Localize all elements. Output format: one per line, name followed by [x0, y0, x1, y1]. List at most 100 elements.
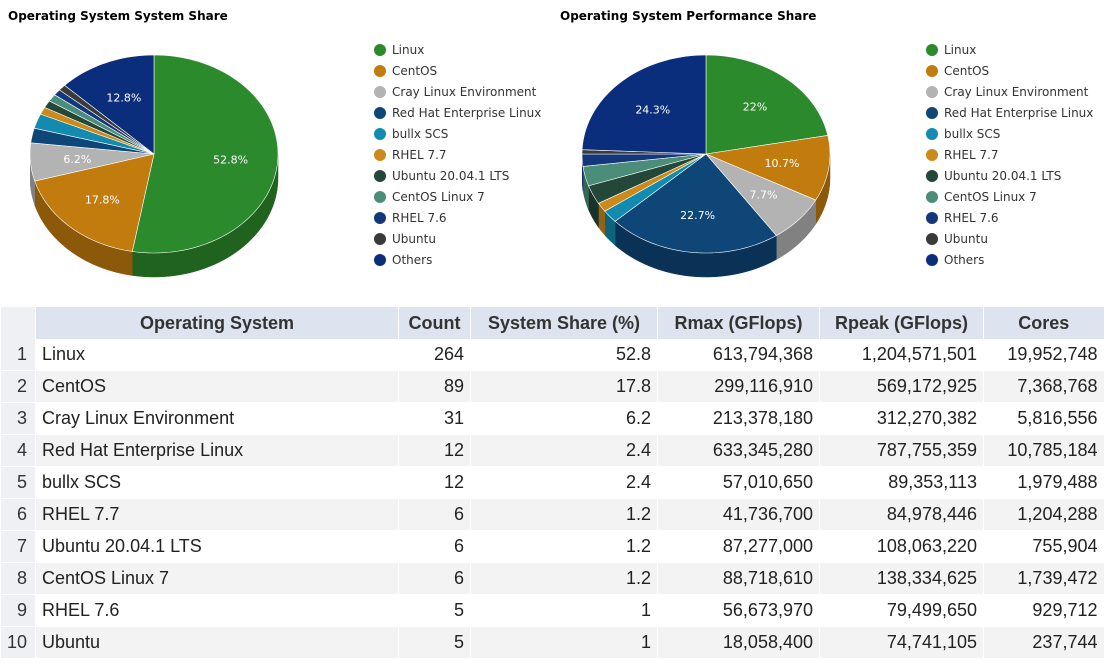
cell-rmax: 613,794,368 [657, 339, 820, 371]
header-operating-system[interactable]: Operating System [35, 307, 399, 339]
pie-slice-bullx-scs[interactable] [33, 113, 155, 155]
legend-label: Cray Linux Environment [944, 85, 1089, 99]
pie-slice-centos[interactable] [34, 153, 155, 252]
legend-dot-icon [374, 191, 386, 203]
legend-item[interactable]: CentOS Linux 7 [374, 187, 541, 208]
cell-os-name[interactable]: Ubuntu [35, 626, 399, 659]
header-rmax[interactable]: Rmax (GFlops) [657, 307, 820, 339]
cell-os-name[interactable]: CentOS Linux 7 [35, 562, 399, 595]
pie-slice-ubuntu-20-04-1-lts[interactable] [588, 153, 707, 204]
legend-item[interactable]: Ubuntu [926, 229, 1093, 250]
pie-slice-rhel-7-6[interactable] [582, 153, 707, 167]
cell-cores: 19,952,748 [983, 339, 1104, 371]
legend-dot-icon [374, 233, 386, 245]
legend-item[interactable]: Others [926, 250, 1093, 271]
table-row: 9 RHEL 7.6 5 1 56,673,970 79,499,650 929,712 [0, 594, 1104, 627]
legend-label: Ubuntu 20.04.1 LTS [944, 169, 1062, 183]
cell-count: 6 [398, 562, 471, 595]
cell-share: 1.2 [470, 530, 658, 563]
legend-dot-icon [926, 212, 938, 224]
cell-rmax: 299,116,910 [657, 370, 820, 403]
legend-dot-icon [926, 191, 938, 203]
legend-item[interactable]: Linux [374, 40, 541, 61]
row-index: 10 [0, 626, 36, 659]
legend-item[interactable]: Ubuntu 20.04.1 LTS [926, 166, 1093, 187]
legend-item[interactable]: bullx SCS [926, 124, 1093, 145]
pie-slice-linux[interactable] [705, 54, 829, 155]
legend-label: Others [944, 253, 985, 267]
legend-label: RHEL 7.6 [392, 211, 447, 225]
cell-rpeak: 138,334,625 [819, 562, 984, 595]
legend-item[interactable]: RHEL 7.7 [374, 145, 541, 166]
legend-item[interactable]: Ubuntu [374, 229, 541, 250]
cell-share: 1 [470, 594, 658, 627]
legend-item[interactable]: RHEL 7.7 [926, 145, 1093, 166]
legend-item[interactable]: Red Hat Enterprise Linux [374, 103, 541, 124]
cell-os-name[interactable]: Cray Linux Environment [35, 402, 399, 435]
legend-item[interactable]: RHEL 7.6 [926, 208, 1093, 229]
legend-item[interactable]: RHEL 7.6 [374, 208, 541, 229]
legend-dot-icon [374, 86, 386, 98]
chart-title-performance-share: Operating System Performance Share [560, 9, 817, 23]
pie-slice-others[interactable] [64, 54, 155, 155]
legend-dot-icon [374, 149, 386, 161]
legend-dot-icon [374, 44, 386, 56]
cell-cores: 10,785,184 [983, 434, 1104, 467]
header-rpeak[interactable]: Rpeak (GFlops) [819, 307, 984, 339]
cell-os-name[interactable]: RHEL 7.6 [35, 594, 399, 627]
legend-dot-icon [926, 149, 938, 161]
pie-slice-centos[interactable] [704, 135, 831, 201]
legend-dot-icon [926, 170, 938, 182]
cell-os-name[interactable]: RHEL 7.7 [35, 498, 399, 531]
table-row: 7 Ubuntu 20.04.1 LTS 6 1.2 87,277,000 108,063… [0, 530, 1104, 563]
legend-item[interactable]: Linux [926, 40, 1093, 61]
legend-dot-icon [926, 107, 938, 119]
cell-os-name[interactable]: bullx SCS [35, 466, 399, 499]
cell-os-name[interactable]: Linux [35, 339, 399, 371]
cell-os-name[interactable]: CentOS [35, 370, 399, 403]
legend-label: CentOS [392, 64, 438, 78]
legend-item[interactable]: Ubuntu 20.04.1 LTS [374, 166, 541, 187]
cell-rmax: 633,345,280 [657, 434, 820, 467]
cell-os-name[interactable]: Red Hat Enterprise Linux [35, 434, 399, 467]
legend-item[interactable]: Red Hat Enterprise Linux [926, 103, 1093, 124]
pie-slice-cray-linux-environment[interactable] [705, 153, 817, 236]
cell-count: 31 [398, 402, 471, 435]
legend-dot-icon [926, 128, 938, 140]
cell-cores: 7,368,768 [983, 370, 1104, 403]
header-system-share[interactable]: System Share (%) [470, 307, 658, 339]
legend-dot-icon [374, 107, 386, 119]
legend-label: Others [392, 253, 433, 267]
cell-cores: 1,979,488 [983, 466, 1104, 499]
row-index: 7 [0, 530, 36, 563]
cell-rpeak: 84,978,446 [819, 498, 984, 531]
cell-os-name[interactable]: Ubuntu 20.04.1 LTS [35, 530, 399, 563]
cell-count: 12 [398, 434, 471, 467]
legend-item[interactable]: CentOS [926, 61, 1093, 82]
legend-item[interactable]: bullx SCS [374, 124, 541, 145]
legend-label: CentOS Linux 7 [944, 190, 1037, 204]
legend-item[interactable]: Others [374, 250, 541, 271]
data-label: 12.8% [106, 92, 141, 105]
pie-slice-linux[interactable] [131, 54, 279, 254]
legend-dot-icon [374, 170, 386, 182]
table-row: 8 CentOS Linux 7 6 1.2 88,718,610 138,334,625… [0, 562, 1104, 595]
cell-share: 17.8 [470, 370, 658, 403]
cell-rmax: 56,673,970 [657, 594, 820, 627]
cell-count: 264 [398, 339, 471, 371]
pie-slice-others[interactable] [582, 54, 707, 155]
legend-item[interactable]: CentOS Linux 7 [926, 187, 1093, 208]
header-count[interactable]: Count [398, 307, 471, 339]
cell-rpeak: 79,499,650 [819, 594, 984, 627]
legend-item[interactable]: Cray Linux Environment [374, 82, 541, 103]
pie-slice-centos-linux-7[interactable] [582, 153, 707, 187]
data-label: 24.3% [635, 104, 670, 117]
legend-item[interactable]: Cray Linux Environment [926, 82, 1093, 103]
pie-slice-cray-linux-environment[interactable] [30, 142, 155, 182]
row-index: 4 [0, 434, 36, 467]
header-cores[interactable]: Cores [983, 307, 1104, 339]
legend-label: CentOS [944, 64, 990, 78]
legend-item[interactable]: CentOS [374, 61, 541, 82]
pie-slice-red-hat-enterprise-linux[interactable] [614, 153, 777, 254]
chart-title-system-share: Operating System System Share [8, 9, 228, 23]
